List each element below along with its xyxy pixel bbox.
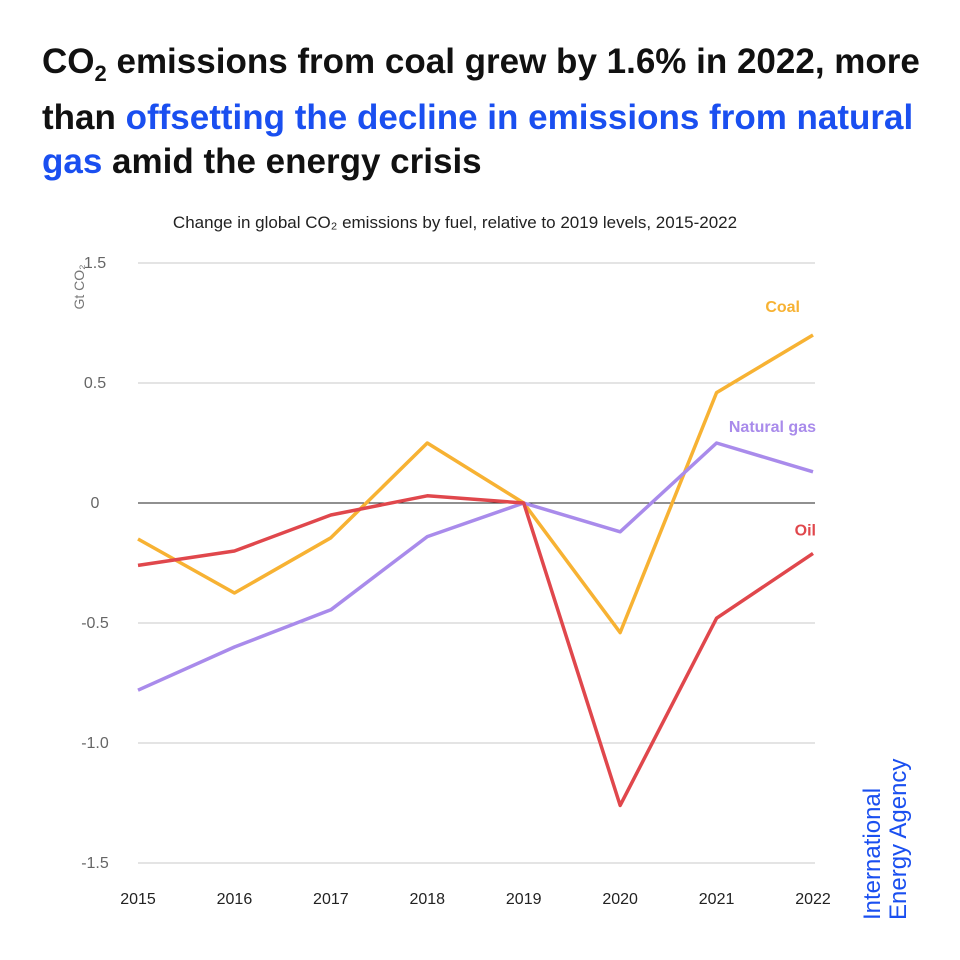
- x-tick-label: 2018: [409, 891, 445, 908]
- series-label: Coal: [765, 299, 800, 316]
- chart-title: Change in global CO₂ emissions by fuel, …: [172, 213, 738, 232]
- series-line-coal: [137, 333, 814, 635]
- x-tick-label: 2017: [313, 891, 349, 908]
- logo-line: Energy Agency: [885, 758, 912, 920]
- series-line-oil: [137, 494, 814, 808]
- x-tick-label: 2020: [602, 891, 638, 908]
- y-tick-label: 0: [91, 495, 100, 512]
- x-tick-label: 2015: [120, 891, 156, 908]
- y-axis-label: Gt CO₂: [71, 264, 87, 309]
- headline-highlight: offsetting the decline in emissions from…: [42, 98, 914, 181]
- x-tick-label: 2021: [699, 891, 735, 908]
- series-line-natural-gas: [137, 441, 814, 692]
- headline-text: amid the energy crisis: [102, 142, 482, 181]
- logo-line: International: [859, 787, 886, 920]
- y-tick-label: -1.5: [81, 855, 109, 872]
- series-label: Natural gas: [729, 419, 816, 436]
- iea-logo: International Energy Agency: [859, 758, 912, 920]
- headline-text: emissions from coal grew by 1.6% in 2022…: [42, 42, 920, 137]
- headline-subscript: 2: [94, 61, 107, 86]
- headline: CO2 emissions from coal grew by 1.6% in …: [42, 40, 942, 184]
- y-tick-label: 1.5: [84, 255, 106, 272]
- x-tick-label: 2022: [795, 891, 831, 908]
- headline-text: CO: [42, 42, 95, 81]
- y-tick-label: -0.5: [81, 615, 109, 632]
- x-tick-label: 2019: [506, 891, 542, 908]
- y-tick-label: 0.5: [84, 375, 106, 392]
- x-tick-label: 2016: [217, 891, 253, 908]
- y-tick-label: -1.0: [81, 735, 109, 752]
- series-label: Oil: [795, 522, 816, 539]
